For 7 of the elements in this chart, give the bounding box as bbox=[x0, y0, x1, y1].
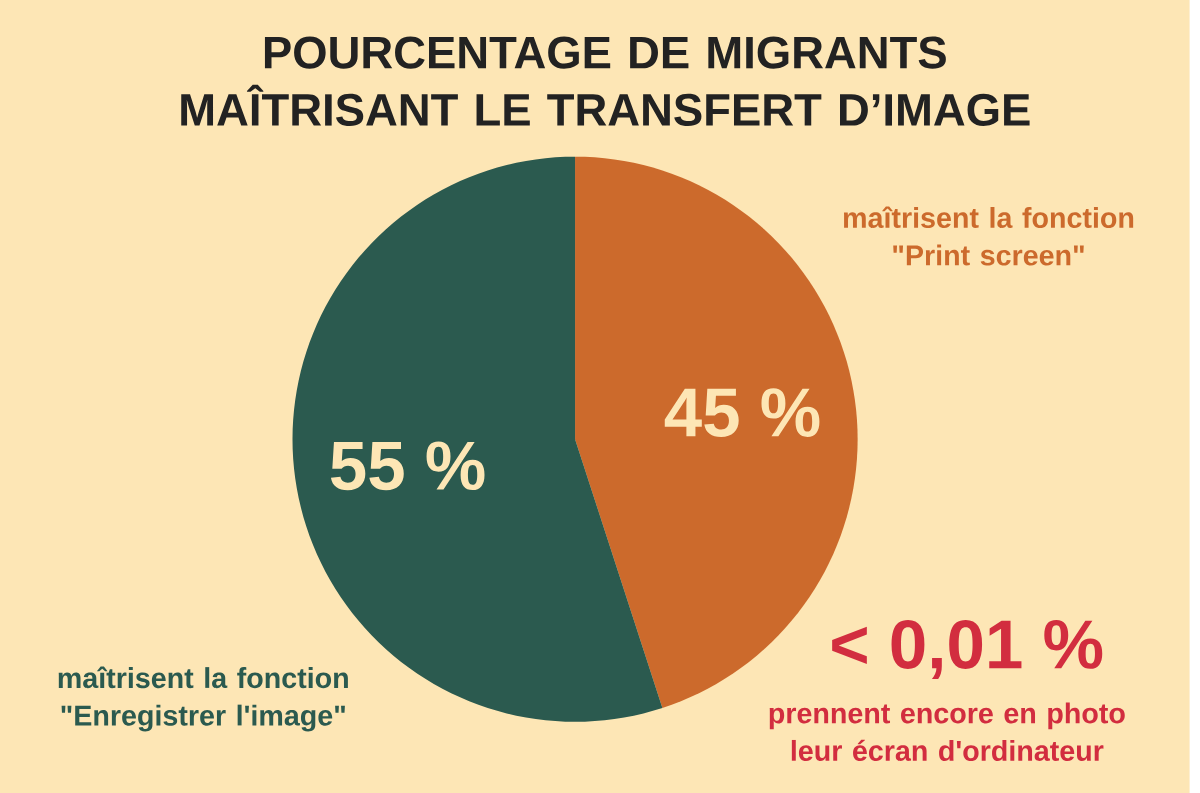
data-label: 45 % bbox=[664, 388, 820, 437]
text: < 0,01 % bbox=[832, 619, 1103, 679]
slice-label: maîtrisent la fonction "Enregistrer l'image" bbox=[58, 666, 348, 732]
category-label: prennent encore en photo leur écran d'ordinateur bbox=[769, 702, 1125, 761]
slice-label: maîtrisent la fonction "Print screen" bbox=[843, 206, 1134, 266]
data-label: 55 % bbox=[330, 441, 485, 491]
chart-title: POURCENTAGE DE MIGRANTS MAÎTRISANT LE TRANSFERT D’IMAGE bbox=[181, 36, 1030, 126]
